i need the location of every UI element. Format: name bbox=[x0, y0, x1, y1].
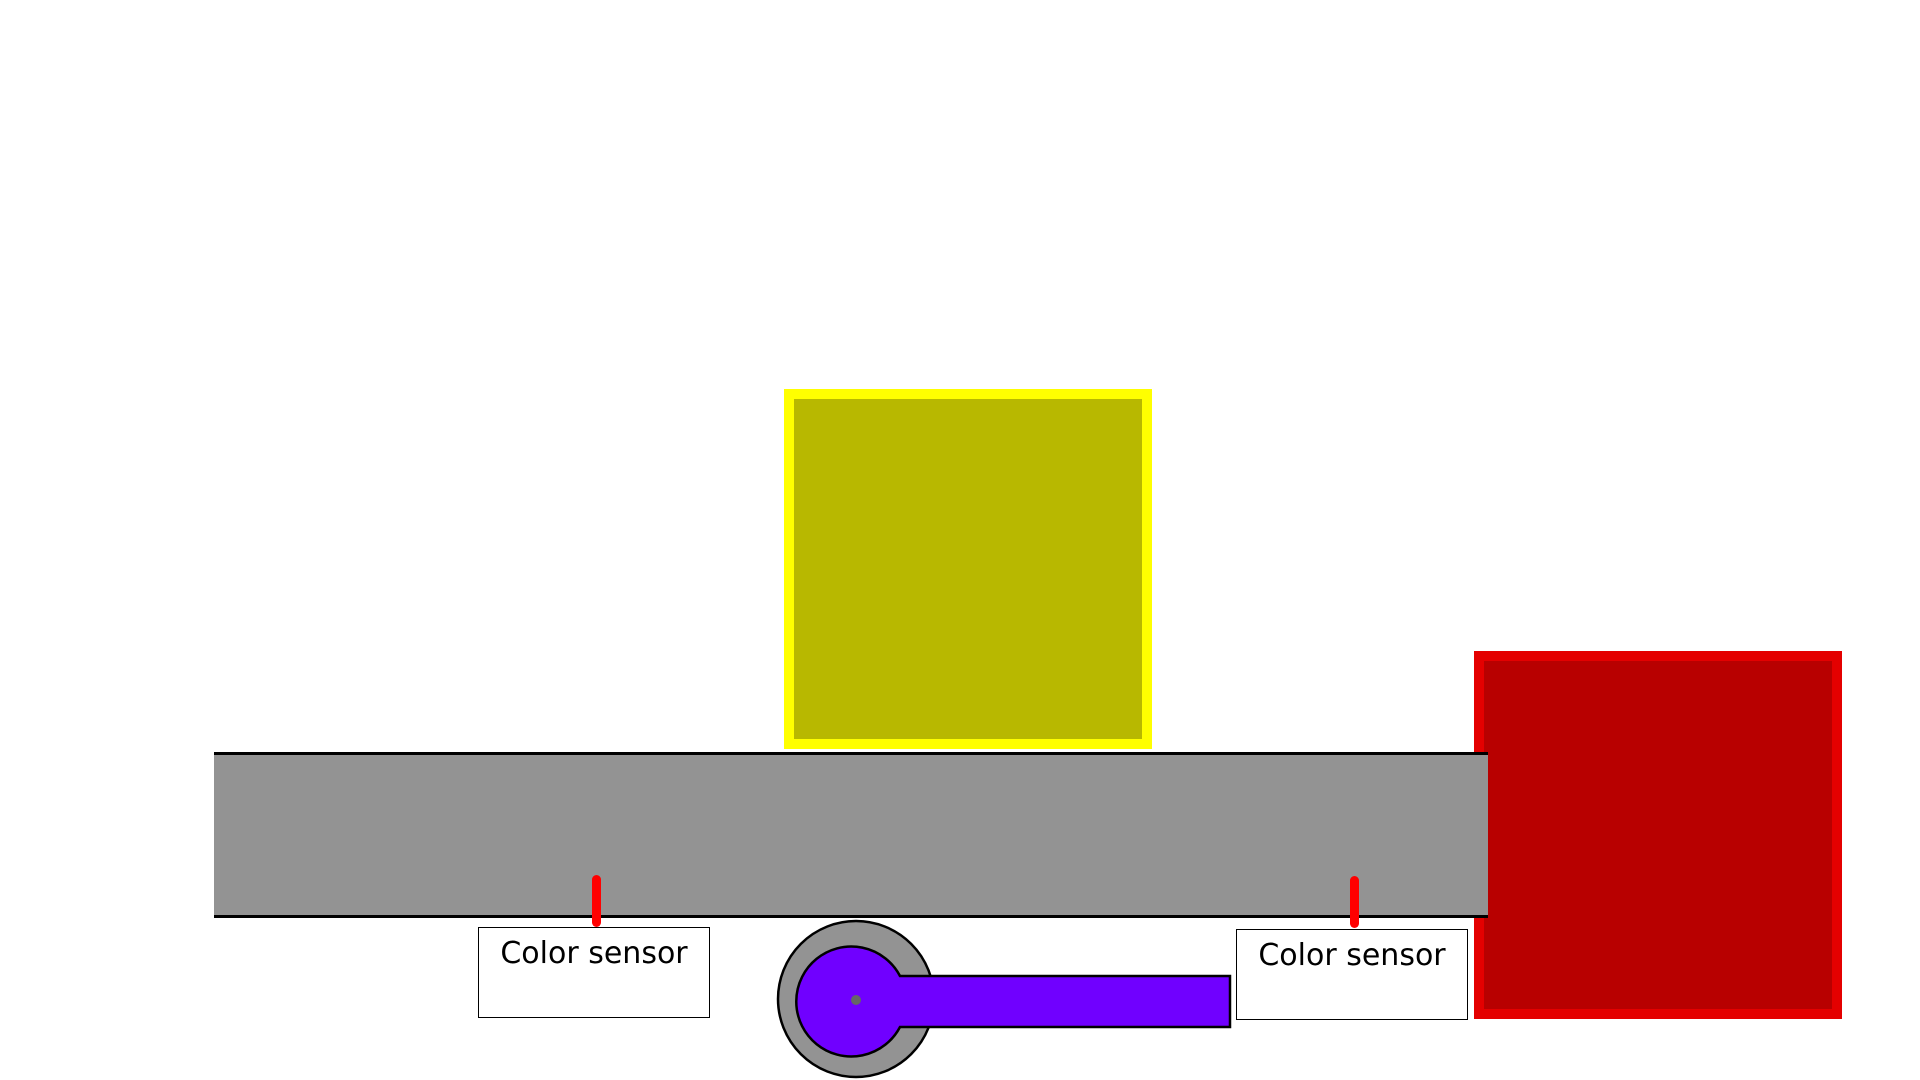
conveyor-belt bbox=[214, 752, 1488, 918]
pusher-actuator bbox=[776, 919, 1232, 1079]
color-sensor-label-left: Color sensor bbox=[478, 927, 710, 1018]
color-sensor-label-right: Color sensor bbox=[1236, 929, 1468, 1020]
actuator-pivot bbox=[851, 995, 861, 1005]
red-block bbox=[1474, 651, 1842, 1019]
yellow-block bbox=[784, 389, 1152, 749]
color-sensor-probe-left bbox=[592, 875, 601, 927]
color-sensor-probe-right bbox=[1350, 876, 1359, 928]
actuator-arm bbox=[795, 945, 1232, 1058]
